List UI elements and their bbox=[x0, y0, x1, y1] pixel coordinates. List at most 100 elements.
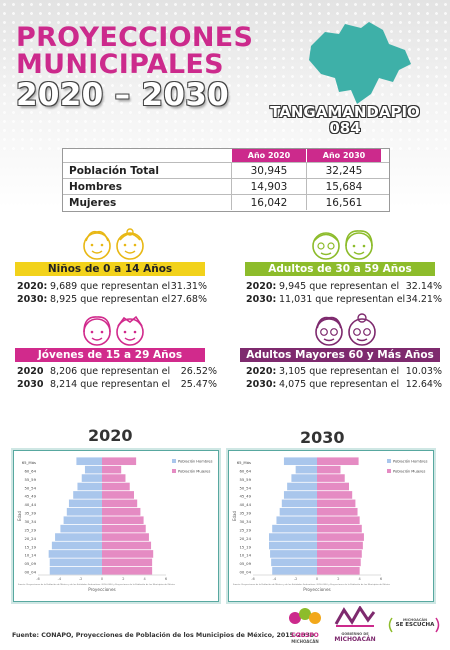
row-value-2020: 14,903 bbox=[231, 179, 306, 194]
age-tick-label: 45_49 bbox=[239, 494, 251, 499]
legend-label-mujeres: Población Mujeres bbox=[393, 470, 426, 474]
bar-mujeres bbox=[317, 533, 364, 541]
elderly-icon bbox=[312, 312, 382, 348]
stat-year: 2020: bbox=[246, 366, 279, 378]
row-label: Población Total bbox=[63, 163, 231, 178]
youth-icon bbox=[80, 312, 150, 348]
bar-hombres bbox=[291, 474, 317, 482]
stat-percent: 31.31% bbox=[171, 281, 207, 293]
x-tick-label: 4 bbox=[144, 577, 147, 581]
stat-year: 2030: bbox=[246, 294, 279, 306]
bar-mujeres bbox=[102, 500, 137, 508]
chart-title-2030: 2030 bbox=[300, 428, 345, 447]
bar-hombres bbox=[73, 491, 102, 499]
row-value-2020: 16,042 bbox=[231, 195, 306, 210]
stat-year: 2030 bbox=[17, 379, 50, 391]
age-tick-label: 40_44 bbox=[239, 502, 251, 507]
stat-percent: 27.68% bbox=[171, 294, 207, 306]
bar-hombres bbox=[270, 550, 317, 558]
stat-text: 3,105 que representan el bbox=[279, 366, 399, 377]
stat-row: 2030 8,214 que representan el 25.47% bbox=[17, 379, 217, 391]
stat-year: 2030: bbox=[246, 379, 279, 391]
pyramid-chart-2030: 65_Más 60_64 55_59 50_54 45_49 40_44 35_39 30_3… bbox=[228, 450, 434, 602]
bar-mujeres bbox=[102, 542, 151, 550]
age-tick-label: 45_49 bbox=[24, 494, 36, 499]
bar-mujeres bbox=[102, 550, 153, 558]
bar-hombres bbox=[269, 542, 317, 550]
stat-percent: 12.64% bbox=[406, 379, 442, 391]
stat-year: 2020: bbox=[17, 281, 50, 293]
y-axis-label: Edad bbox=[232, 511, 237, 522]
gob-name: MICHOACÁN bbox=[330, 636, 380, 643]
age-tick-label: 55_59 bbox=[24, 477, 36, 482]
bar-hombres bbox=[67, 508, 102, 516]
age-tick-label: 25_29 bbox=[24, 527, 36, 532]
bar-mujeres bbox=[102, 533, 149, 541]
row-label: Hombres bbox=[63, 179, 231, 194]
age-tick-label: 60_64 bbox=[24, 468, 36, 473]
stat-text: 11,031 que representan el bbox=[279, 294, 405, 305]
table-row: Hombres 14,903 15,684 bbox=[63, 178, 389, 194]
population-table: Año 2020 Año 2030 Población Total 30,945… bbox=[62, 148, 390, 212]
age-tick-label: 50_54 bbox=[24, 485, 36, 490]
se-escucha-logo: MICHOACÁN SE ESCUCHA bbox=[386, 614, 444, 628]
bar-hombres bbox=[49, 550, 102, 558]
chart-note: Fuente: Proyecciones de la Población de … bbox=[233, 583, 391, 586]
bar-mujeres bbox=[102, 559, 152, 567]
legend-swatch-hombres bbox=[387, 459, 391, 463]
bar-mujeres bbox=[317, 567, 360, 575]
stat-text: 4,075 que representan el bbox=[279, 379, 399, 390]
band-ninos: Niños de 0 a 14 Años bbox=[15, 262, 205, 276]
municipality-map-icon bbox=[305, 20, 415, 106]
stat-year: 2020 bbox=[17, 366, 50, 378]
x-tick-label: 6 bbox=[165, 577, 167, 581]
age-tick-label: 30_34 bbox=[24, 519, 36, 524]
age-tick-label: 60_64 bbox=[239, 468, 251, 473]
stat-row: 2020: 3,105 que representan el 10.03% bbox=[246, 366, 442, 378]
bar-hombres bbox=[280, 508, 317, 516]
bar-mujeres bbox=[317, 559, 361, 567]
table-row: Mujeres 16,042 16,561 bbox=[63, 194, 389, 210]
band-jovenes: Jóvenes de 15 a 29 Años bbox=[15, 348, 205, 362]
bar-hombres bbox=[50, 567, 102, 575]
stat-row: 2020 8,206 que representan el 26.52% bbox=[17, 366, 217, 378]
bar-hombres bbox=[50, 559, 102, 567]
row-value-2030: 32,245 bbox=[306, 163, 381, 178]
stat-year: 2030: bbox=[17, 294, 50, 306]
age-tick-label: 15_19 bbox=[24, 544, 36, 549]
band-mayores: Adultos Mayores 60 y Más Años bbox=[240, 348, 440, 362]
x-tick-label: 4 bbox=[359, 577, 362, 581]
coespo-logo-icon bbox=[285, 606, 325, 628]
bar-mujeres bbox=[317, 466, 340, 474]
legend-swatch-hombres bbox=[172, 459, 176, 463]
x-tick-label: -2 bbox=[294, 577, 298, 581]
bar-hombres bbox=[69, 500, 102, 508]
bar-mujeres bbox=[317, 542, 363, 550]
ear-icon bbox=[386, 614, 442, 636]
x-tick-label: 2 bbox=[122, 577, 124, 581]
age-tick-label: 10_14 bbox=[239, 553, 251, 558]
pyramid-svg-2020: 65_Más 60_64 55_59 50_54 45_49 40_44 35_39 30_3… bbox=[14, 451, 218, 601]
stat-text: 8,925 que representan el bbox=[50, 294, 170, 305]
x-axis-label: Proyecciones bbox=[303, 587, 330, 592]
footer-source: Fuente: CONAPO, Proyecciones de Població… bbox=[12, 632, 314, 639]
michoacan-logo-icon bbox=[332, 606, 378, 628]
children-icon bbox=[80, 226, 150, 262]
title-line-2: MUNICIPALES bbox=[16, 51, 224, 78]
bar-mujeres bbox=[102, 483, 130, 491]
chart-title-2020: 2020 bbox=[88, 426, 133, 445]
col-2020: Año 2020 bbox=[231, 149, 306, 162]
stat-year: 2020: bbox=[246, 281, 279, 293]
bar-hombres bbox=[296, 466, 317, 474]
bar-hombres bbox=[271, 559, 317, 567]
bar-mujeres bbox=[317, 491, 352, 499]
bar-hombres bbox=[60, 525, 102, 533]
row-value-2020: 30,945 bbox=[231, 163, 306, 178]
stat-row: 2020: 9,945 que representan el 32.14% bbox=[246, 281, 442, 293]
age-tick-label: 20_24 bbox=[239, 536, 251, 541]
bar-hombres bbox=[276, 516, 317, 524]
bar-hombres bbox=[85, 466, 102, 474]
x-tick-label: -6 bbox=[251, 577, 255, 581]
x-tick-label: -4 bbox=[58, 577, 62, 581]
bar-hombres bbox=[76, 457, 102, 465]
